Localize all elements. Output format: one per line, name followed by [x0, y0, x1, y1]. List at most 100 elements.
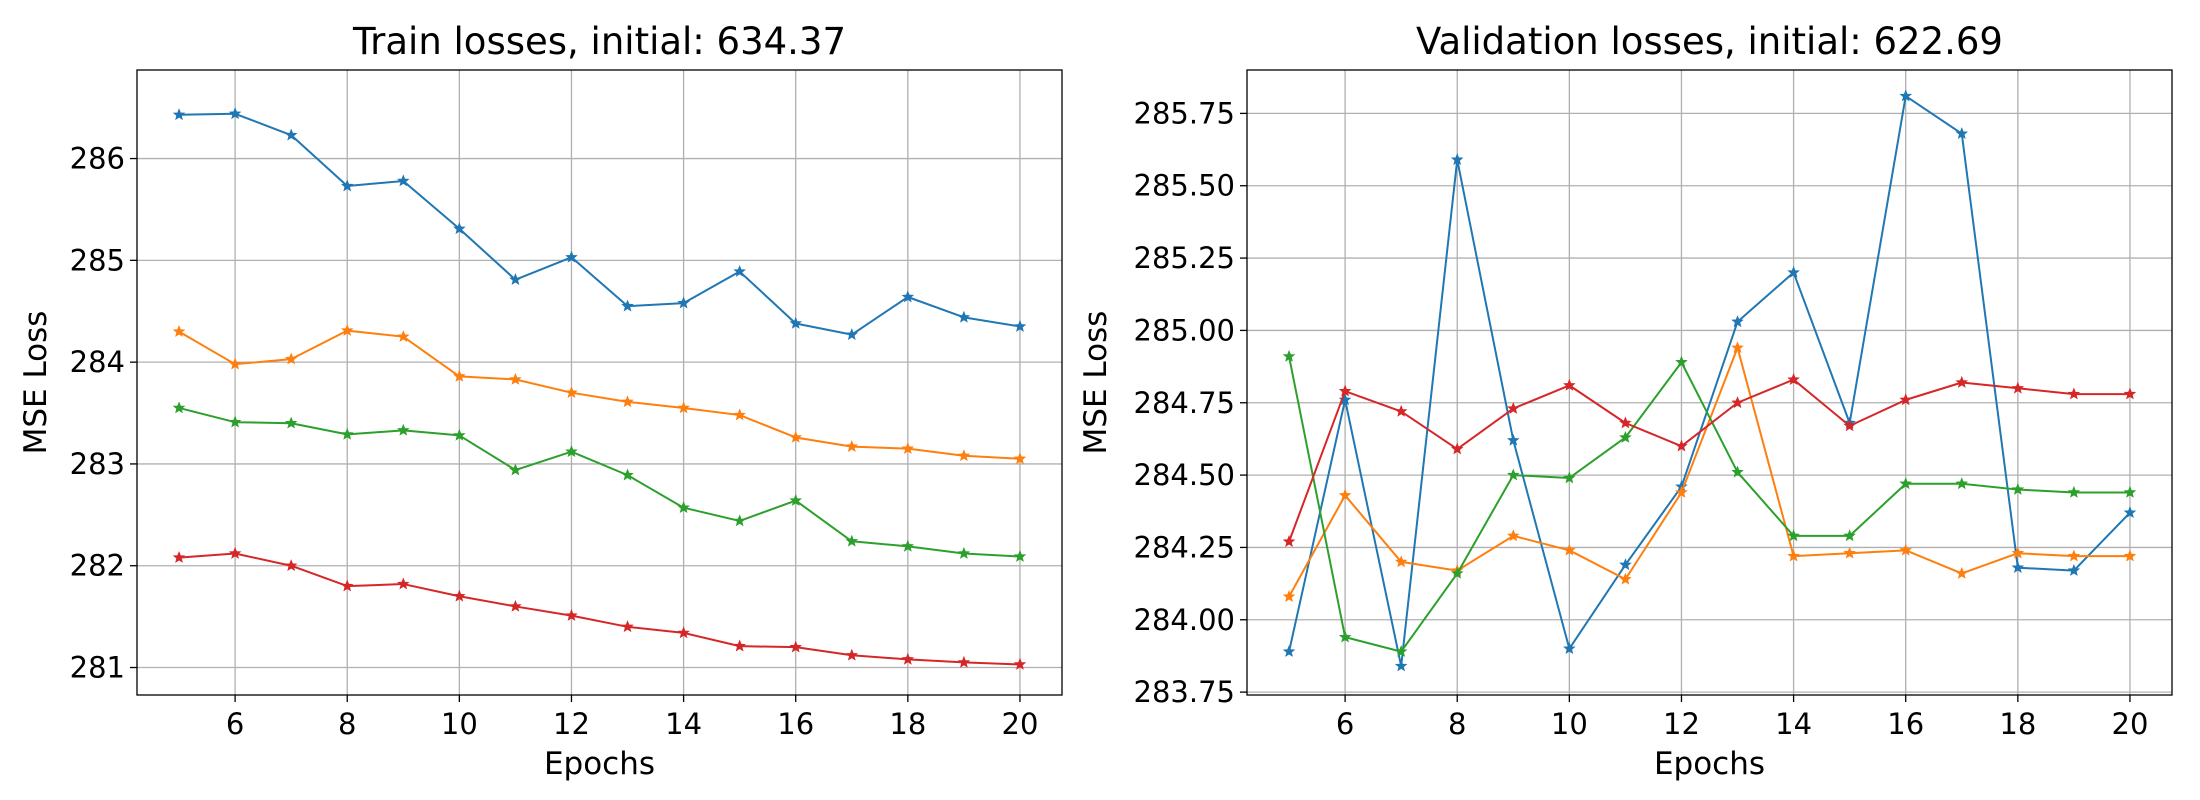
data-point — [1338, 384, 1352, 397]
data-point — [2067, 549, 2081, 562]
data-point — [1450, 566, 1464, 579]
plot-frame — [1246, 69, 2173, 696]
x-tick-label: 6 — [1336, 707, 1354, 741]
data-point — [1787, 373, 1800, 385]
data-point — [172, 550, 186, 563]
data-point — [172, 108, 186, 121]
data-point — [2067, 387, 2081, 400]
data-point — [284, 416, 298, 429]
data-point — [845, 328, 859, 340]
series-line-green — [178, 406, 1021, 558]
data-point — [1013, 319, 1027, 332]
data-point — [1563, 642, 1576, 655]
y-axis-label: MSE Loss — [18, 311, 54, 455]
y-tick-label: 284.00 — [1134, 603, 1235, 637]
series-green — [172, 401, 1027, 562]
x-tick-label: 16 — [1887, 707, 1924, 741]
data-point — [1619, 572, 1632, 585]
series-line-blue — [179, 112, 1021, 336]
data-point — [509, 599, 522, 612]
data-point — [1338, 393, 1352, 406]
data-point — [1787, 549, 1800, 562]
series-line-green — [1288, 356, 2130, 653]
data-point — [1282, 645, 1296, 657]
data-point — [340, 324, 354, 336]
y-tick-label: 285.00 — [1134, 313, 1235, 347]
chart-title: Train losses, initial: 634.37 — [352, 20, 846, 63]
data-point — [565, 250, 578, 263]
data-point — [1507, 433, 1520, 446]
data-point — [789, 493, 802, 506]
data-point — [1675, 439, 1688, 452]
series-line-red — [1288, 378, 2130, 542]
data-point — [1507, 529, 1520, 542]
data-point — [1507, 468, 1520, 481]
data-point — [228, 357, 242, 370]
data-point — [1013, 549, 1027, 562]
data-point — [1394, 404, 1408, 417]
data-point — [453, 369, 466, 382]
x-tick-label: 10 — [1551, 707, 1588, 741]
series-blue — [1282, 89, 2137, 672]
data-point — [228, 546, 242, 559]
data-point — [1899, 477, 1912, 490]
x-tick-label: 12 — [553, 707, 590, 741]
data-point — [228, 107, 242, 120]
data-point — [340, 179, 354, 192]
data-point — [2011, 482, 2025, 495]
data-point — [284, 352, 298, 365]
data-point — [1731, 465, 1744, 478]
grid — [137, 70, 1062, 695]
data-point — [1843, 419, 1856, 432]
data-point — [1899, 543, 1912, 556]
x-tick-label: 14 — [665, 707, 702, 741]
data-point — [1619, 416, 1632, 429]
data-point — [172, 401, 186, 414]
data-point — [2123, 387, 2137, 400]
data-point — [2123, 549, 2137, 562]
series-orange — [1282, 341, 2137, 602]
data-point — [1731, 341, 1744, 354]
data-point — [397, 423, 410, 436]
x-tick-label: 20 — [1002, 707, 1039, 741]
data-point — [1282, 590, 1296, 602]
data-point — [1619, 430, 1632, 443]
x-tick-label: 20 — [2112, 707, 2149, 741]
data-point — [397, 330, 410, 343]
data-point — [957, 310, 971, 323]
x-tick-label: 18 — [889, 707, 926, 741]
data-point — [1563, 471, 1576, 484]
data-point — [1282, 349, 1296, 362]
data-point — [284, 128, 298, 141]
data-point — [2011, 561, 2025, 574]
data-point — [845, 440, 859, 452]
data-point — [957, 655, 971, 668]
data-point — [2123, 506, 2137, 519]
y-tick-label: 283.75 — [1134, 675, 1235, 709]
data-point — [509, 463, 522, 476]
data-point — [2123, 485, 2137, 498]
data-point — [228, 415, 242, 428]
train-loss-chart: 6 8 10 12 14 16 18 20 281 282 283 284 285 286 Train lo… — [18, 20, 1063, 782]
data-point — [901, 539, 915, 552]
data-point — [621, 299, 634, 312]
y-tick-label: 285.75 — [1134, 96, 1235, 130]
x-axis-label: Epochs — [544, 746, 655, 782]
data-point — [1394, 555, 1408, 568]
data-point — [1394, 645, 1408, 657]
series-green — [1282, 349, 2137, 657]
x-tick-label: 10 — [441, 707, 478, 741]
data-point — [901, 442, 915, 454]
data-point — [901, 652, 915, 665]
x-tick-label: 6 — [226, 707, 244, 741]
y-tick-label: 282 — [70, 549, 125, 583]
y-tick-label: 284.75 — [1134, 386, 1235, 420]
data-point — [789, 640, 802, 653]
x-tick-label: 12 — [1663, 707, 1700, 741]
data-point — [1563, 543, 1576, 556]
y-tick-label: 286 — [70, 142, 125, 176]
data-point — [1899, 89, 1912, 102]
data-point — [845, 648, 859, 661]
data-point — [1955, 127, 1969, 139]
